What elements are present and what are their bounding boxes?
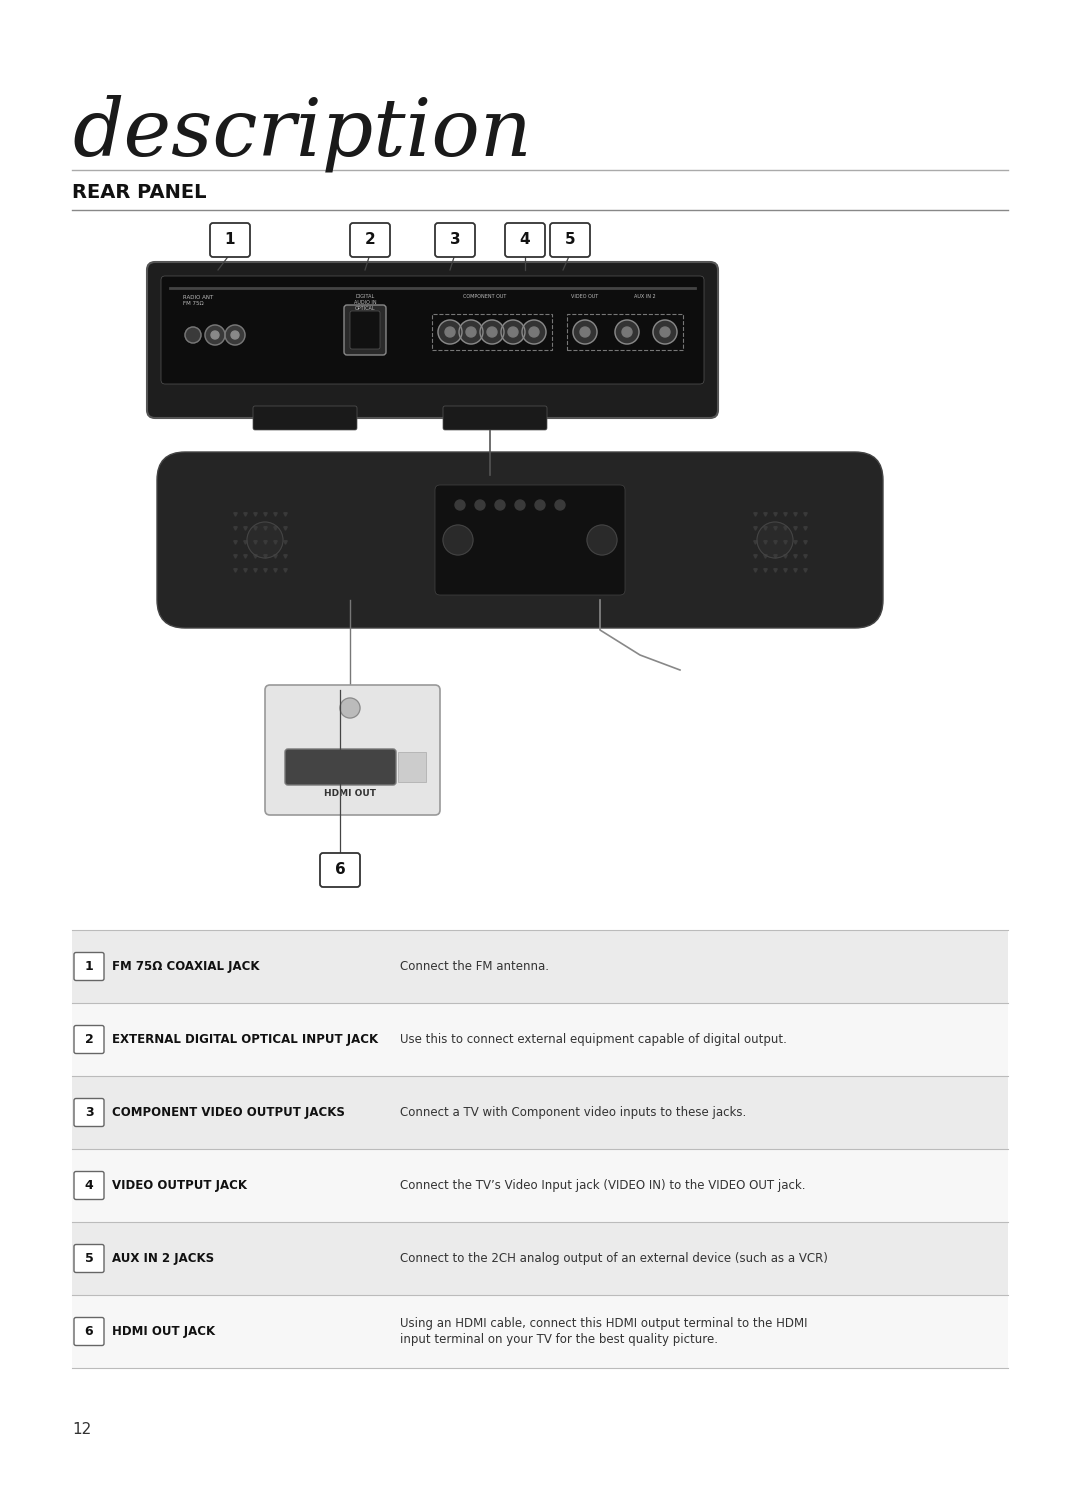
- Circle shape: [580, 327, 590, 337]
- Text: 2: 2: [365, 233, 376, 248]
- Polygon shape: [72, 1003, 1008, 1076]
- Text: 5: 5: [84, 1252, 93, 1265]
- Text: 4: 4: [519, 233, 530, 248]
- Circle shape: [211, 331, 219, 339]
- FancyBboxPatch shape: [75, 1317, 104, 1346]
- Circle shape: [340, 698, 360, 718]
- Circle shape: [487, 327, 497, 337]
- Text: Connect to the 2CH analog output of an external device (such as a VCR): Connect to the 2CH analog output of an e…: [400, 1252, 828, 1265]
- Text: 5: 5: [565, 233, 576, 248]
- Circle shape: [622, 327, 632, 337]
- Circle shape: [475, 500, 485, 510]
- FancyBboxPatch shape: [550, 222, 590, 257]
- FancyBboxPatch shape: [157, 452, 883, 628]
- FancyBboxPatch shape: [320, 853, 360, 888]
- Circle shape: [573, 319, 597, 345]
- Circle shape: [247, 522, 283, 558]
- Text: FM 75Ω COAXIAL JACK: FM 75Ω COAXIAL JACK: [112, 959, 259, 973]
- Text: description: description: [72, 95, 531, 173]
- FancyBboxPatch shape: [350, 310, 380, 349]
- Text: RADIO ANT
FM 75Ω: RADIO ANT FM 75Ω: [183, 295, 213, 306]
- Text: 1: 1: [225, 233, 235, 248]
- Text: 12: 12: [72, 1422, 91, 1437]
- Circle shape: [660, 327, 670, 337]
- Polygon shape: [72, 930, 1008, 1003]
- FancyBboxPatch shape: [265, 685, 440, 815]
- Circle shape: [588, 525, 617, 555]
- Text: Connect a TV with Component video inputs to these jacks.: Connect a TV with Component video inputs…: [400, 1106, 746, 1119]
- Text: Connect the TV’s Video Input jack (VIDEO IN) to the VIDEO OUT jack.: Connect the TV’s Video Input jack (VIDEO…: [400, 1179, 806, 1192]
- Circle shape: [465, 327, 476, 337]
- Circle shape: [501, 319, 525, 345]
- Text: 6: 6: [84, 1325, 93, 1338]
- Text: HDMI OUT: HDMI OUT: [324, 789, 376, 798]
- FancyBboxPatch shape: [253, 406, 357, 430]
- Text: VIDEO OUT: VIDEO OUT: [571, 294, 598, 298]
- Circle shape: [445, 327, 455, 337]
- Text: 3: 3: [449, 233, 460, 248]
- Text: 1: 1: [84, 959, 93, 973]
- Text: Connect the FM antenna.: Connect the FM antenna.: [400, 959, 549, 973]
- Circle shape: [615, 319, 639, 345]
- Circle shape: [508, 327, 518, 337]
- Circle shape: [231, 331, 239, 339]
- Circle shape: [455, 500, 465, 510]
- Circle shape: [757, 522, 793, 558]
- FancyBboxPatch shape: [210, 222, 249, 257]
- Text: EXTERNAL DIGITAL OPTICAL INPUT JACK: EXTERNAL DIGITAL OPTICAL INPUT JACK: [112, 1032, 378, 1046]
- Circle shape: [529, 327, 539, 337]
- Text: HDMI OUT JACK: HDMI OUT JACK: [112, 1325, 215, 1338]
- FancyBboxPatch shape: [399, 752, 426, 782]
- Text: DIGITAL
AUDIO IN
OPTICAL: DIGITAL AUDIO IN OPTICAL: [353, 294, 376, 310]
- Text: 3: 3: [84, 1106, 93, 1119]
- Circle shape: [535, 500, 545, 510]
- Text: AUX IN 2 JACKS: AUX IN 2 JACKS: [112, 1252, 214, 1265]
- Circle shape: [185, 327, 201, 343]
- Polygon shape: [72, 1149, 1008, 1222]
- Circle shape: [522, 319, 546, 345]
- Text: VIDEO OUTPUT JACK: VIDEO OUTPUT JACK: [112, 1179, 247, 1192]
- Polygon shape: [72, 1076, 1008, 1149]
- Text: Use this to connect external equipment capable of digital output.: Use this to connect external equipment c…: [400, 1032, 787, 1046]
- FancyBboxPatch shape: [435, 222, 475, 257]
- Polygon shape: [72, 1222, 1008, 1295]
- FancyBboxPatch shape: [350, 222, 390, 257]
- Circle shape: [480, 319, 504, 345]
- Circle shape: [225, 325, 245, 345]
- FancyBboxPatch shape: [285, 749, 396, 785]
- Circle shape: [459, 319, 483, 345]
- FancyBboxPatch shape: [75, 1025, 104, 1053]
- FancyBboxPatch shape: [75, 1098, 104, 1126]
- Text: COMPONENT VIDEO OUTPUT JACKS: COMPONENT VIDEO OUTPUT JACKS: [112, 1106, 345, 1119]
- Text: 2: 2: [84, 1032, 93, 1046]
- FancyBboxPatch shape: [147, 263, 718, 418]
- FancyBboxPatch shape: [345, 304, 386, 355]
- FancyBboxPatch shape: [505, 222, 545, 257]
- Text: COMPONENT OUT: COMPONENT OUT: [463, 294, 507, 298]
- Text: 6: 6: [335, 862, 346, 877]
- Text: 4: 4: [84, 1179, 93, 1192]
- Circle shape: [205, 325, 225, 345]
- FancyBboxPatch shape: [443, 406, 546, 430]
- Text: AUX IN 2: AUX IN 2: [634, 294, 656, 298]
- Circle shape: [495, 500, 505, 510]
- Circle shape: [443, 525, 473, 555]
- Polygon shape: [72, 1295, 1008, 1368]
- Text: REAR PANEL: REAR PANEL: [72, 184, 206, 201]
- Circle shape: [438, 319, 462, 345]
- FancyBboxPatch shape: [75, 952, 104, 980]
- FancyBboxPatch shape: [75, 1244, 104, 1273]
- Circle shape: [555, 500, 565, 510]
- FancyBboxPatch shape: [75, 1171, 104, 1200]
- Circle shape: [515, 500, 525, 510]
- Text: Using an HDMI cable, connect this HDMI output terminal to the HDMI
input termina: Using an HDMI cable, connect this HDMI o…: [400, 1317, 808, 1346]
- Circle shape: [653, 319, 677, 345]
- FancyBboxPatch shape: [161, 276, 704, 383]
- FancyBboxPatch shape: [435, 485, 625, 595]
